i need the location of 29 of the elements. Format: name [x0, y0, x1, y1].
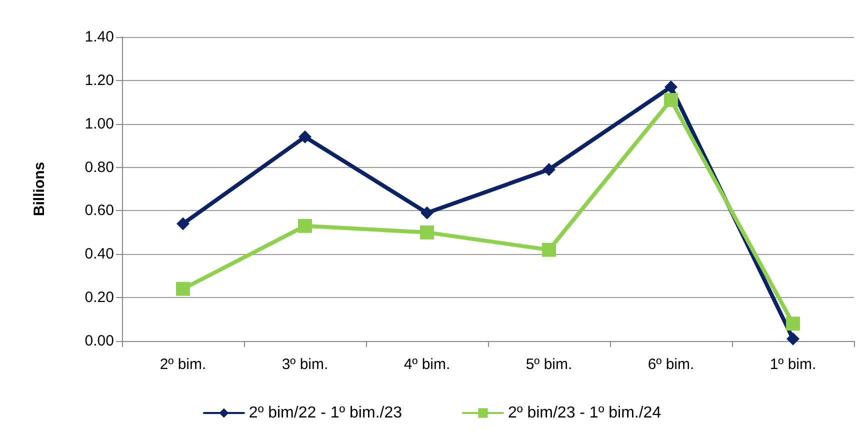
point [542, 162, 556, 176]
point [664, 92, 678, 107]
y-tick-label: 0.40 [84, 246, 114, 263]
y-tick-label: 1.20 [84, 72, 114, 89]
point [786, 332, 800, 346]
point [786, 316, 800, 331]
point [298, 218, 312, 233]
legend-label: 2º bim/23 - 1º bim./24 [508, 404, 662, 422]
point [664, 80, 678, 94]
legend-label: 2º bim/22 - 1º bim./23 [248, 404, 402, 422]
x-tick-label: 2º bim. [160, 356, 206, 373]
y-tick-label: 1.40 [84, 28, 114, 46]
point [298, 130, 312, 144]
point [176, 217, 190, 230]
y-tick-label: 1.00 [84, 115, 114, 132]
point [176, 282, 190, 296]
x-tick-label: 5º bim. [526, 356, 572, 373]
x-tick-label: 1º bim. [770, 356, 816, 373]
x-tick-label: 3º bim. [282, 356, 328, 373]
point [542, 242, 556, 257]
point [420, 225, 434, 240]
y-tick-label: 0.80 [84, 158, 114, 176]
y-tick-label: 0.60 [84, 202, 114, 220]
y-tick-label: 0.20 [84, 289, 114, 306]
x-tick-label: 6º bim. [648, 356, 694, 373]
y-tick-label: 0.00 [84, 332, 114, 350]
point [420, 206, 434, 220]
y-axis-title: Billions [31, 162, 48, 216]
x-tick-label: 4º bim. [404, 356, 450, 373]
